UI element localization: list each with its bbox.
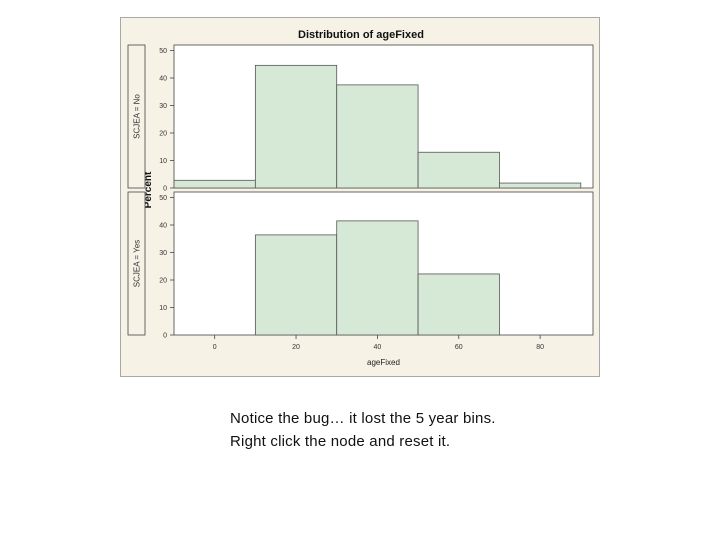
y-tick-label: 50 — [159, 195, 167, 202]
histogram-bar — [417, 151, 500, 189]
x-tick-label: 60 — [455, 344, 463, 351]
histogram-bar — [336, 220, 419, 336]
panel-label-2: SCJEA = Yes — [133, 240, 142, 287]
caption-line-1: Notice the bug… it lost the 5 year bins. — [230, 410, 496, 427]
histogram-bar — [499, 182, 582, 189]
panel-strip-1 — [127, 44, 146, 189]
y-tick-label: 10 — [159, 305, 167, 312]
histogram-chart: Distribution of ageFixed Percent SCJEA = N… — [127, 29, 594, 367]
chart-title: Distribution of ageFixed — [298, 29, 424, 41]
y-tick-label: 0 — [163, 333, 167, 340]
y-tick-label: 50 — [159, 48, 167, 55]
histogram-bar — [254, 234, 338, 336]
y-tick-label: 30 — [159, 103, 167, 110]
y-tick-label: 30 — [159, 250, 167, 257]
y-tick-label: 0 — [163, 186, 167, 193]
x-tick-label: 0 — [213, 344, 217, 351]
histogram-bar — [254, 64, 338, 189]
panel-strip-2 — [127, 191, 146, 336]
histogram-bar — [173, 179, 256, 189]
histogram-bar — [336, 84, 419, 189]
y-tick-label: 40 — [159, 76, 167, 83]
x-tick-label: 20 — [292, 344, 300, 351]
histogram-figure: Distribution of ageFixed Percent SCJEA = N… — [120, 17, 600, 377]
histogram-bar — [417, 273, 500, 336]
x-tick-label: 40 — [373, 344, 381, 351]
y-tick-label: 40 — [159, 223, 167, 230]
panel-label-1: SCJEA = No — [133, 94, 142, 139]
y-tick-label: 20 — [159, 278, 167, 285]
x-tick-label: 80 — [536, 344, 544, 351]
caption-line-2: Right click the node and reset it. — [230, 433, 451, 450]
y-axis-label: Percent — [143, 171, 154, 208]
x-axis-label: ageFixed — [367, 358, 400, 367]
y-tick-label: 10 — [159, 158, 167, 165]
y-tick-label: 20 — [159, 131, 167, 138]
